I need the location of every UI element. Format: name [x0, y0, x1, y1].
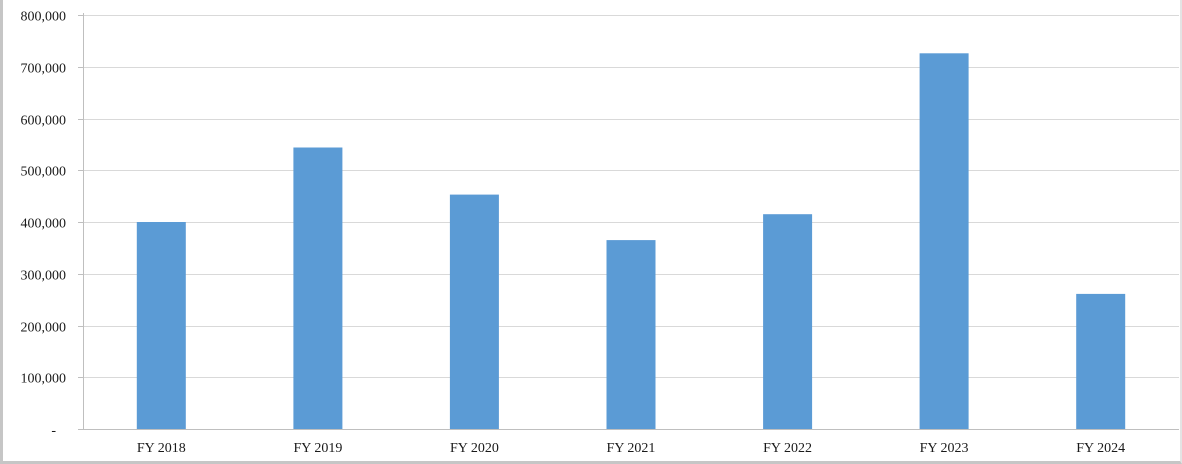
- bar-chart: - 100,000 200,000 300,000 400,000 500,000 600,…: [21, 10, 1179, 456]
- x-tick-label: FY 2019: [293, 441, 342, 456]
- x-tick-label: FY 2018: [137, 441, 186, 456]
- y-tick-labels: - 100,000 200,000 300,000 400,000 500,000 600,…: [21, 10, 67, 439]
- bar: [919, 53, 969, 430]
- bar: [606, 240, 656, 429]
- y-tick-label: 600,000: [21, 114, 67, 129]
- y-tick-label: 800,000: [21, 10, 67, 25]
- x-tick-label: FY 2023: [920, 441, 969, 456]
- axes: [78, 13, 1179, 430]
- bar: [449, 194, 499, 429]
- bar: [763, 214, 813, 429]
- y-tick-label: 500,000: [21, 165, 67, 180]
- y-tick-label: 700,000: [21, 62, 67, 77]
- bar: [293, 147, 343, 429]
- bar: [1076, 293, 1126, 429]
- x-tick-label: FY 2021: [607, 441, 656, 456]
- x-tick-label: FY 2024: [1076, 441, 1125, 456]
- x-tick-labels: FY 2018 FY 2019 FY 2020 FY 2021 FY 2022 FY 20…: [137, 441, 1125, 456]
- y-tick-label: 100,000: [21, 372, 67, 387]
- y-tick-label: 300,000: [21, 269, 67, 284]
- y-tick-label: -: [51, 424, 56, 439]
- bars: [136, 53, 1126, 430]
- bar: [136, 222, 186, 429]
- y-tick-label: 400,000: [21, 217, 67, 232]
- x-tick-label: FY 2020: [450, 441, 499, 456]
- y-tick-label: 200,000: [21, 321, 67, 336]
- x-tick-label: FY 2022: [763, 441, 812, 456]
